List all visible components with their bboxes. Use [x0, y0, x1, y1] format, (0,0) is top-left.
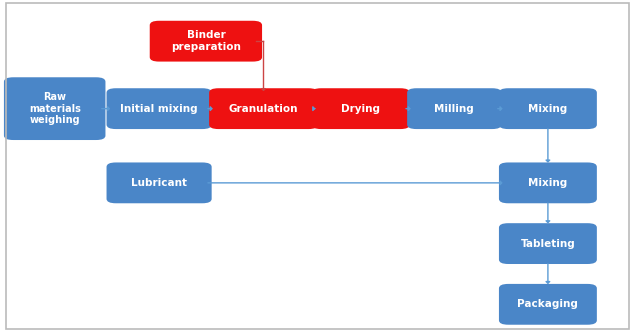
FancyBboxPatch shape [499, 284, 597, 325]
FancyBboxPatch shape [150, 21, 262, 62]
FancyBboxPatch shape [407, 88, 502, 129]
Text: Granulation: Granulation [229, 104, 298, 114]
Text: Mixing: Mixing [528, 104, 568, 114]
Text: Initial mixing: Initial mixing [120, 104, 198, 114]
FancyBboxPatch shape [4, 77, 105, 140]
Text: Tableting: Tableting [521, 239, 575, 249]
Text: Lubricant: Lubricant [131, 178, 187, 188]
FancyBboxPatch shape [499, 162, 597, 203]
FancyBboxPatch shape [107, 88, 211, 129]
FancyBboxPatch shape [209, 88, 318, 129]
FancyBboxPatch shape [312, 88, 410, 129]
FancyBboxPatch shape [499, 223, 597, 264]
Text: Milling: Milling [434, 104, 474, 114]
Text: Raw
materials
weighing: Raw materials weighing [29, 92, 81, 125]
Text: Mixing: Mixing [528, 178, 568, 188]
Text: Packaging: Packaging [518, 299, 578, 309]
FancyBboxPatch shape [499, 88, 597, 129]
Text: Binder
preparation: Binder preparation [171, 30, 241, 52]
Text: Drying: Drying [341, 104, 380, 114]
FancyBboxPatch shape [107, 162, 211, 203]
